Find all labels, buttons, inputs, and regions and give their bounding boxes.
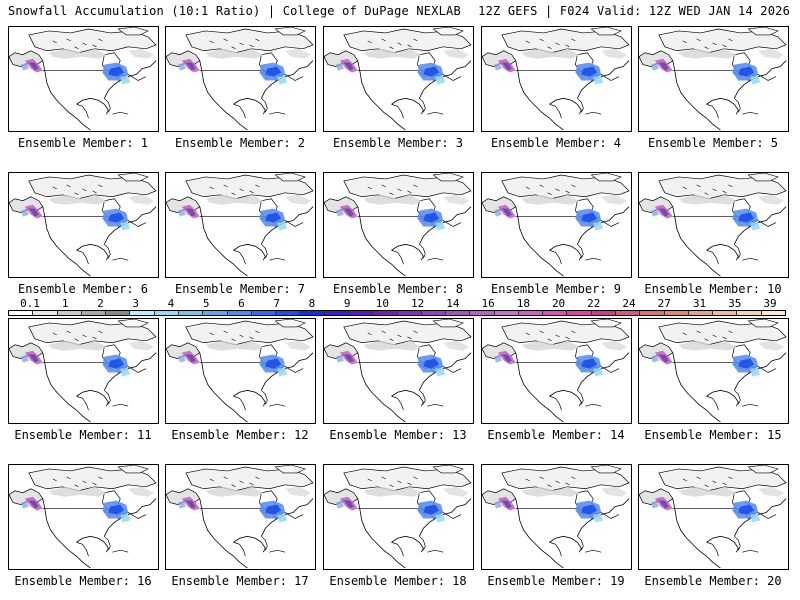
ensemble-member-map — [481, 464, 632, 570]
ensemble-member-label: Ensemble Member: 15 — [644, 428, 782, 442]
colorbar-tick-label: 24 — [622, 297, 636, 310]
colorbar-tick-label: 16 — [481, 297, 495, 310]
ensemble-member-label: Ensemble Member: 1 — [17, 136, 149, 150]
colorbar-tick-label: 8 — [308, 297, 316, 310]
ensemble-member-label: Ensemble Member: 11 — [14, 428, 152, 442]
ensemble-member-map — [638, 172, 789, 278]
ensemble-member-label: Ensemble Member: 14 — [487, 428, 625, 442]
ensemble-member-label: Ensemble Member: 12 — [171, 428, 309, 442]
ensemble-member-label: Ensemble Member: 13 — [329, 428, 467, 442]
ensemble-member-map — [165, 26, 316, 132]
ensemble-member-label: Ensemble Member: 10 — [644, 282, 782, 296]
ensemble-member-label: Ensemble Member: 2 — [174, 136, 306, 150]
colorbar-tick-label: 7 — [273, 297, 280, 310]
colorbar-tick-label: 22 — [587, 297, 601, 310]
ensemble-member-map — [481, 172, 632, 278]
colorbar-tick-label: 39 — [763, 297, 777, 310]
ensemble-member-label: Ensemble Member: 20 — [644, 574, 782, 588]
colorbar-cell — [664, 311, 689, 315]
colorbar-cell — [227, 311, 252, 315]
ensemble-member-map — [638, 318, 789, 424]
colorbar-cell — [106, 311, 131, 315]
ensemble-member-label: Ensemble Member: 4 — [490, 136, 622, 150]
colorbar-cell — [324, 311, 349, 315]
snowfall-colorbar — [8, 310, 786, 316]
colorbar-cell — [640, 311, 665, 315]
colorbar-cell — [33, 311, 58, 315]
ensemble-member-map — [323, 318, 474, 424]
colorbar-tick-label: 4 — [167, 297, 175, 310]
colorbar-cell — [251, 311, 277, 315]
colorbar-cell — [203, 311, 228, 315]
colorbar-cell — [591, 311, 617, 315]
ensemble-member-map — [8, 26, 159, 132]
colorbar-tick-label: 2 — [97, 297, 104, 310]
colorbar-cell — [446, 311, 471, 315]
colorbar-tick-label: 0.1 — [20, 297, 40, 310]
ensemble-member-label: Ensemble Member: 16 — [14, 574, 152, 588]
ensemble-member-map — [8, 318, 159, 424]
ensemble-member-map — [638, 26, 789, 132]
ensemble-member-map — [323, 172, 474, 278]
ensemble-member-map — [8, 172, 159, 278]
colorbar-tick-label: 18 — [516, 297, 530, 310]
colorbar-tick-label: 12 — [410, 297, 425, 310]
colorbar-cell — [470, 311, 495, 315]
ensemble-member-label: Ensemble Member: 5 — [647, 136, 779, 150]
colorbar-tick-label: 14 — [446, 297, 460, 310]
colorbar-cell — [130, 311, 155, 315]
chart-title: Snowfall Accumulation (10:1 Ratio) | Col… — [8, 4, 461, 18]
ensemble-member-label: Ensemble Member: 19 — [487, 574, 625, 588]
colorbar-cell — [57, 311, 82, 315]
colorbar-tick-label: 3 — [132, 297, 140, 310]
ensemble-member-map — [481, 26, 632, 132]
colorbar-cell — [154, 311, 179, 315]
colorbar-cell — [9, 311, 34, 315]
colorbar-tick-label: 35 — [728, 297, 742, 310]
colorbar-cell — [178, 311, 204, 315]
ensemble-member-label: Ensemble Member: 6 — [17, 282, 149, 296]
colorbar-cell — [494, 311, 519, 315]
ensemble-member-map — [165, 172, 316, 278]
ensemble-member-label: Ensemble Member: 8 — [332, 282, 464, 296]
ensemble-member-label: Ensemble Member: 3 — [332, 136, 464, 150]
ensemble-member-label: Ensemble Member: 7 — [174, 282, 306, 296]
colorbar-tick-label: 9 — [343, 297, 351, 310]
colorbar-cell — [543, 311, 568, 315]
colorbar-tick-label: 6 — [238, 297, 245, 310]
colorbar-cell — [276, 311, 301, 315]
ensemble-member-map — [323, 464, 474, 570]
colorbar-tick-label: 31 — [692, 297, 707, 310]
colorbar-cell — [761, 311, 785, 315]
colorbar-cell — [373, 311, 398, 315]
ensemble-member-label: Ensemble Member: 9 — [490, 282, 622, 296]
run-valid-time: 12Z GEFS | F024 Valid: 12Z WED JAN 14 20… — [478, 4, 790, 18]
colorbar-tick-label: 10 — [375, 297, 389, 310]
colorbar-cell — [81, 311, 107, 315]
colorbar-cell — [300, 311, 325, 315]
ensemble-member-map — [638, 464, 789, 570]
colorbar-cell — [688, 311, 714, 315]
colorbar-tick-label: 1 — [61, 297, 69, 310]
colorbar-cell — [421, 311, 447, 315]
colorbar-cell — [397, 311, 422, 315]
ensemble-member-map — [165, 464, 316, 570]
ensemble-member-map — [8, 464, 159, 570]
ensemble-member-label: Ensemble Member: 17 — [171, 574, 309, 588]
colorbar-tick-label: 5 — [202, 297, 210, 310]
colorbar-cell — [567, 311, 592, 315]
ensemble-member-map — [481, 318, 632, 424]
colorbar-cell — [518, 311, 544, 315]
colorbar-cell — [616, 311, 641, 315]
colorbar-cell — [348, 311, 374, 315]
ensemble-member-map — [165, 318, 316, 424]
ensemble-member-map — [323, 26, 474, 132]
colorbar-tick-label: 20 — [551, 297, 566, 310]
ensemble-member-label: Ensemble Member: 18 — [329, 574, 467, 588]
colorbar-cell — [713, 311, 738, 315]
colorbar-cell — [737, 311, 762, 315]
colorbar-tick-label: 27 — [657, 297, 671, 310]
